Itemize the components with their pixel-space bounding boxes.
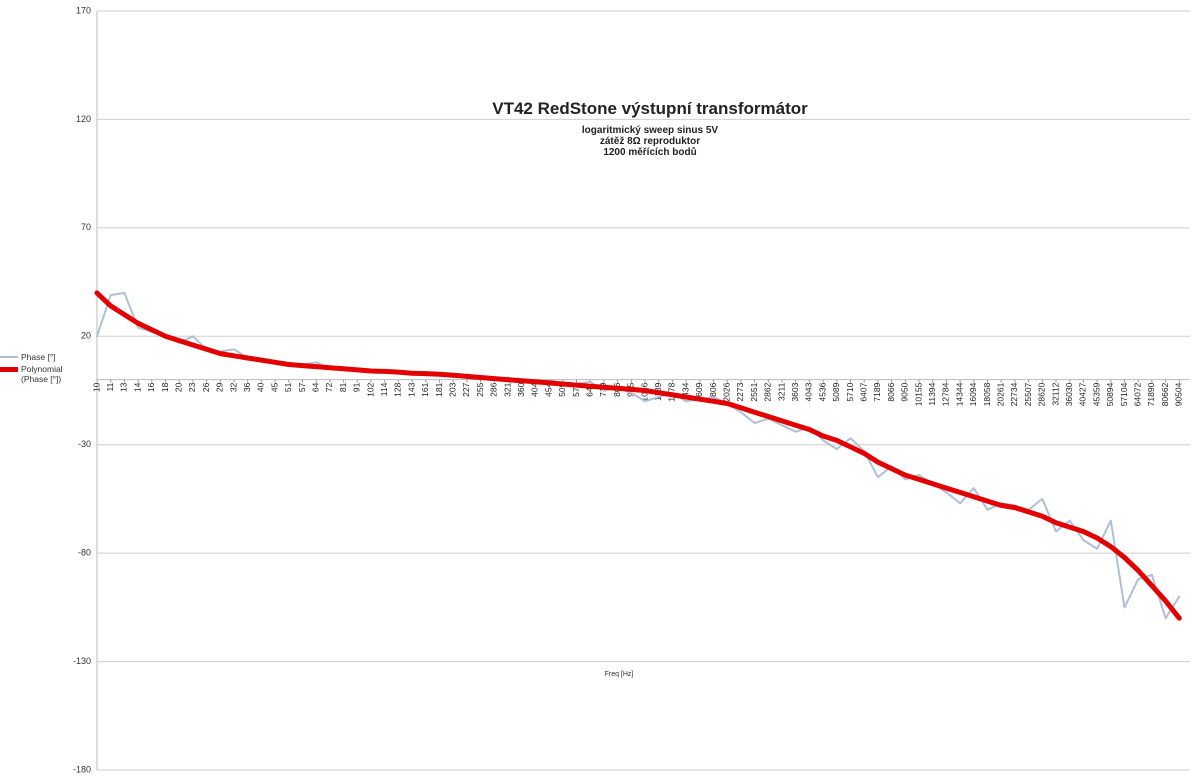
subtitle: zátěž 8Ω reproduktor — [600, 136, 700, 147]
x-tick-label: 10155 — [913, 382, 923, 406]
x-tick-label: 16 — [146, 382, 156, 392]
x-tick-label: 32 — [228, 382, 238, 392]
x-tick-label: 81 — [338, 382, 348, 392]
x-tick-label: 7189 — [872, 382, 882, 401]
x-tick-label: 2862 — [763, 382, 773, 401]
x-tick-label: 571 — [571, 382, 581, 396]
x-tick-label: 28620 — [1037, 382, 1047, 406]
x-tick-label: 6407 — [858, 382, 868, 401]
x-tick-label: 57 — [297, 382, 307, 392]
legend-swatch — [0, 366, 18, 372]
y-tick-label: -130 — [73, 656, 91, 666]
x-tick-label: 8066 — [886, 382, 896, 401]
x-tick-label: 14 — [132, 382, 142, 392]
x-tick-label: 4043 — [804, 382, 814, 401]
chart-title: VT42 RedStone výstupní transformátor — [492, 99, 808, 118]
legend-item: Polynomial (Phase [°]) — [0, 364, 80, 384]
x-tick-label: 3603 — [790, 382, 800, 401]
x-tick-label: 1434 — [680, 382, 690, 401]
x-tick-label: 64072 — [1132, 382, 1142, 406]
x-tick-label: 14344 — [954, 382, 964, 406]
x-tick-label: 181 — [434, 382, 444, 396]
subtitle: 1200 měřících bodů — [603, 146, 696, 158]
x-tick-label: 12784 — [941, 382, 951, 406]
x-tick-label: 114 — [379, 382, 389, 396]
x-tick-label: 1609 — [694, 382, 704, 401]
x-tick-label: 72 — [324, 382, 334, 392]
x-tick-label: 50894 — [1105, 382, 1115, 406]
x-tick-label: 2026 — [721, 382, 731, 401]
x-tick-label: 32112 — [1050, 382, 1060, 405]
x-tick-label: 36030 — [1064, 382, 1074, 406]
x-tick-label: 161 — [420, 382, 430, 396]
legend-item: Phase [°] — [0, 352, 80, 362]
x-tick-label: 9050 — [900, 382, 910, 401]
y-tick-label: 70 — [81, 222, 91, 232]
y-tick-label: -30 — [78, 439, 91, 449]
x-tick-label: 18 — [160, 382, 170, 392]
x-tick-label: 5710 — [845, 382, 855, 401]
x-tick-label: 40 — [256, 382, 266, 392]
x-tick-label: 227 — [461, 382, 471, 396]
x-tick-label: 51 — [283, 382, 293, 392]
x-tick-label: 143 — [406, 382, 416, 396]
x-tick-label: 64 — [310, 382, 320, 392]
x-tick-label: 102 — [365, 382, 375, 396]
x-tick-label: 18058 — [982, 382, 992, 406]
x-tick-label: 23 — [187, 382, 197, 392]
x-tick-label: 13 — [119, 382, 129, 392]
y-tick-label: 120 — [76, 114, 91, 124]
x-tick-label: 16094 — [968, 382, 978, 406]
x-tick-label: 203 — [447, 382, 457, 396]
x-tick-label: 71890 — [1146, 382, 1156, 406]
y-tick-label: 20 — [81, 331, 91, 341]
x-tick-label: 45 — [269, 382, 279, 392]
x-tick-label: 5089 — [831, 382, 841, 401]
legend: Phase [°] Polynomial (Phase [°]) — [0, 352, 80, 386]
x-tick-label: 45359 — [1091, 382, 1101, 406]
x-tick-label: 36 — [242, 382, 252, 392]
x-tick-label: 641 — [584, 382, 594, 396]
subtitle: logaritmický sweep sinus 5V — [582, 125, 718, 136]
x-tick-label: 3211 — [776, 382, 786, 401]
x-tick-label: 360 — [516, 382, 526, 396]
x-tick-label: 80662 — [1160, 382, 1170, 406]
x-tick-label: 29 — [215, 382, 225, 392]
y-tick-label: -180 — [73, 764, 91, 774]
y-tick-label: -80 — [78, 548, 91, 558]
x-tick-label: 11394 — [927, 382, 937, 405]
legend-label: Polynomial (Phase [°]) — [21, 364, 63, 384]
x-tick-label: 454 — [543, 382, 553, 396]
x-tick-label: 128 — [393, 382, 403, 396]
x-tick-label: 57104 — [1119, 382, 1129, 406]
x-tick-label: 286 — [489, 382, 499, 396]
x-tick-label: 22734 — [1009, 382, 1019, 406]
x-tick-label: 404 — [530, 382, 540, 396]
legend-label: Phase [°] — [21, 352, 56, 362]
x-tick-label: 2551 — [749, 382, 759, 401]
x-tick-label: 20 — [173, 382, 183, 392]
x-tick-label: 25507 — [1023, 382, 1033, 406]
x-tick-label: 4536 — [817, 382, 827, 401]
x-tick-label: 91 — [352, 382, 362, 392]
legend-swatch — [0, 356, 18, 358]
x-tick-label: 26 — [201, 382, 211, 392]
series-line — [94, 290, 1182, 621]
x-tick-label: 255 — [475, 382, 485, 396]
x-tick-label: 10 — [91, 382, 101, 392]
y-tick-label: 170 — [76, 5, 91, 15]
series-line — [96, 291, 1181, 620]
x-axis-title: Freq [Hz] — [605, 671, 634, 678]
x-tick-label: 90504 — [1174, 382, 1184, 406]
x-tick-label: 321 — [502, 382, 512, 396]
x-tick-label: 509 — [557, 382, 567, 396]
x-tick-label: 40427 — [1078, 382, 1088, 406]
x-tick-label: 1806 — [708, 382, 718, 401]
x-tick-label: 20261 — [995, 382, 1005, 406]
x-tick-label: 2273 — [735, 382, 745, 401]
x-tick-label: 11 — [105, 382, 115, 391]
